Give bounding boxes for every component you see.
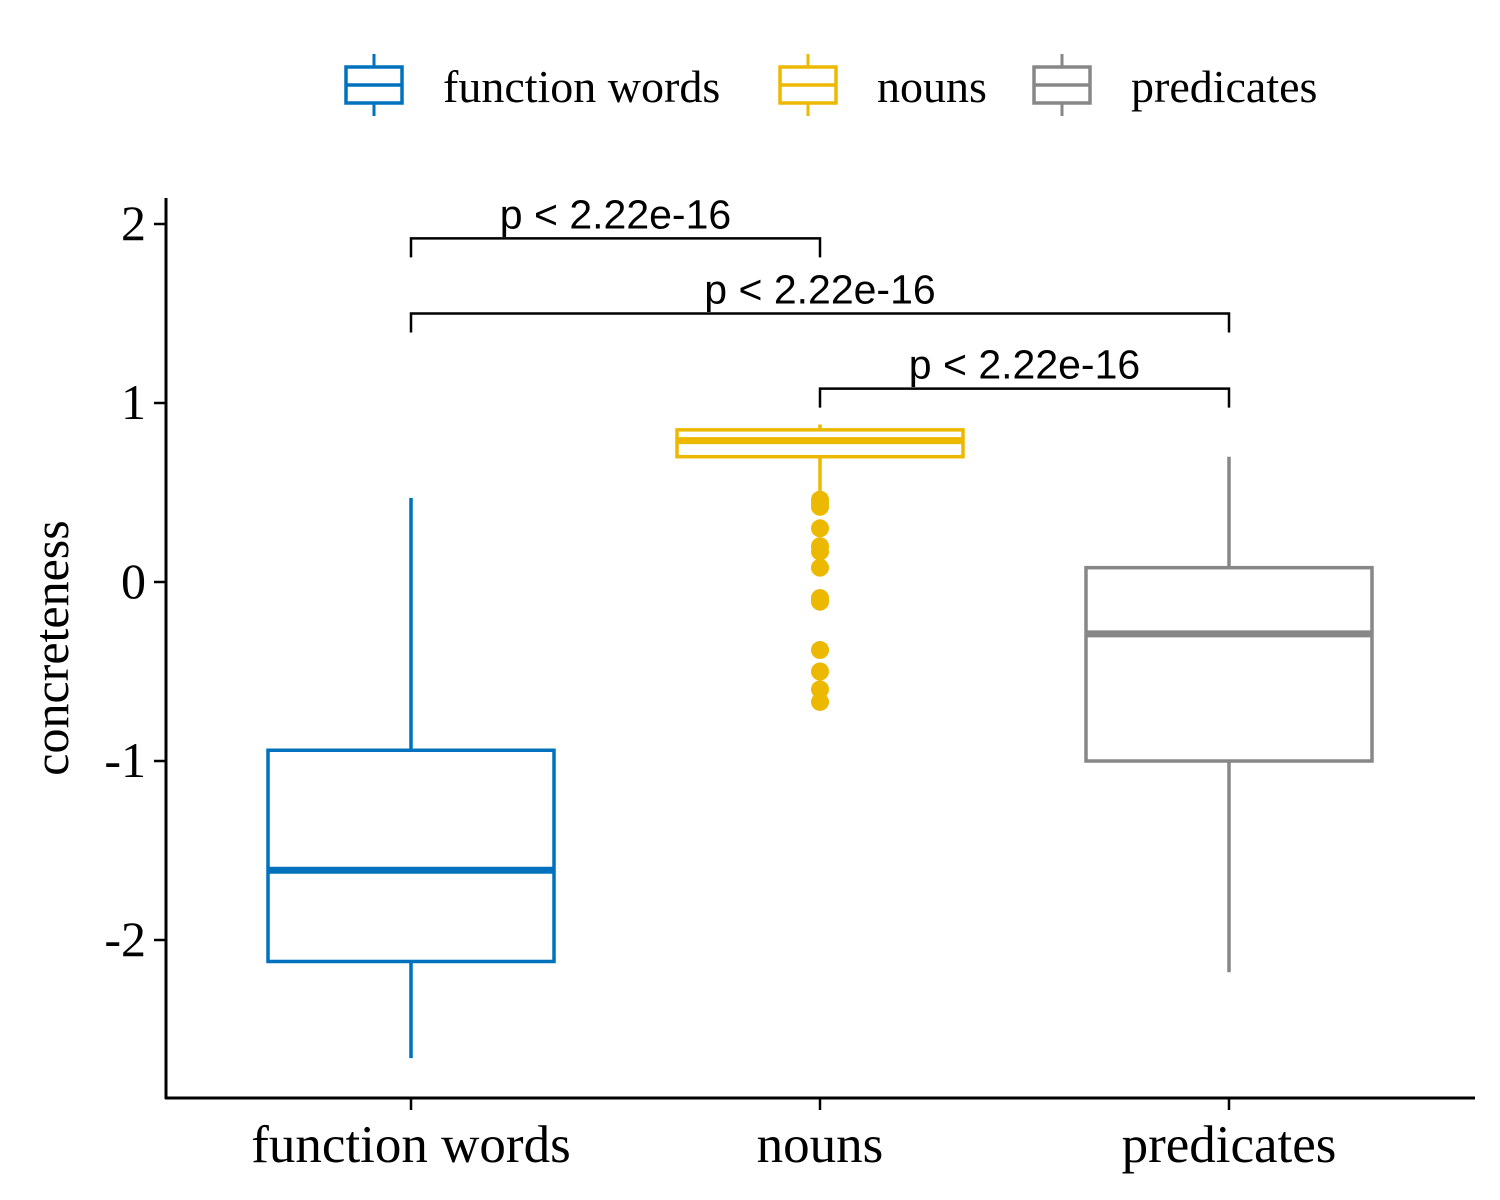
bracket-line bbox=[409, 237, 822, 258]
legend-item-nouns: nouns bbox=[778, 54, 987, 116]
box-predicates bbox=[1084, 456, 1374, 973]
bracket-line bbox=[409, 312, 1231, 333]
bracket-line bbox=[818, 387, 1231, 408]
box-iqr bbox=[1084, 565, 1374, 763]
y-tick-label: -2 bbox=[104, 911, 146, 967]
y-tick-label: 2 bbox=[121, 195, 146, 251]
y-tick-label: 0 bbox=[121, 553, 146, 609]
outlier-point bbox=[811, 497, 829, 516]
y-tick-label: -1 bbox=[104, 732, 146, 788]
plot-area: p < 2.22e-16 p < 2.22e-16 p < 2.22e-16 bbox=[266, 191, 1374, 1059]
y-axis-label: concreteness bbox=[23, 520, 79, 775]
comparison-bracket: p < 2.22e-16 bbox=[409, 267, 1231, 333]
outlier-point bbox=[811, 662, 829, 681]
legend-item-function-words: function words bbox=[344, 54, 720, 116]
outlier-point bbox=[811, 692, 829, 711]
comparison-bracket: p < 2.22e-16 bbox=[409, 191, 822, 258]
box-iqr bbox=[266, 748, 556, 964]
box-function-words bbox=[266, 497, 556, 1059]
outlier-point bbox=[811, 641, 829, 660]
y-tick-label: 1 bbox=[121, 374, 146, 430]
x-tick-label: predicates bbox=[1122, 1116, 1337, 1174]
legend-label: function words bbox=[443, 61, 720, 112]
outlier-point bbox=[811, 680, 829, 699]
p-value-label: p < 2.22e-16 bbox=[500, 191, 731, 237]
comparison-bracket: p < 2.22e-16 bbox=[818, 342, 1231, 408]
axes: 2 1 0 -1 -2 function words nouns predicates bbox=[104, 195, 1475, 1174]
outlier-point bbox=[811, 542, 829, 561]
x-tick-label: function words bbox=[251, 1116, 570, 1174]
p-value-label: p < 2.22e-16 bbox=[704, 267, 935, 313]
legend: function words nouns predicates bbox=[344, 54, 1317, 116]
outlier-point bbox=[811, 558, 829, 577]
outlier-point bbox=[811, 592, 829, 611]
legend-label: nouns bbox=[877, 61, 987, 112]
outlier-point bbox=[811, 519, 829, 538]
legend-item-predicates: predicates bbox=[1032, 54, 1317, 116]
x-tick-label: nouns bbox=[757, 1116, 884, 1174]
box-nouns bbox=[675, 424, 965, 711]
p-value-label: p < 2.22e-16 bbox=[909, 342, 1140, 388]
legend-label: predicates bbox=[1131, 61, 1317, 112]
